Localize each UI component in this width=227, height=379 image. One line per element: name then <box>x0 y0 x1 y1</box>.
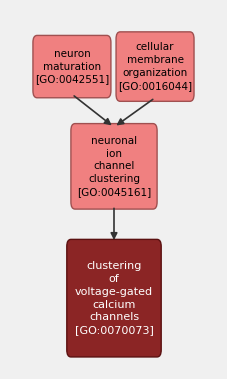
FancyBboxPatch shape <box>116 32 193 101</box>
Text: neuronal
ion
channel
clustering
[GO:0045161]: neuronal ion channel clustering [GO:0045… <box>76 136 151 197</box>
FancyBboxPatch shape <box>67 240 160 357</box>
Text: cellular
membrane
organization
[GO:0016044]: cellular membrane organization [GO:00160… <box>117 42 191 91</box>
Text: clustering
of
voltage-gated
calcium
channels
[GO:0070073]: clustering of voltage-gated calcium chan… <box>74 261 153 335</box>
FancyBboxPatch shape <box>33 35 110 98</box>
FancyBboxPatch shape <box>71 124 156 209</box>
Text: neuron
maturation
[GO:0042551]: neuron maturation [GO:0042551] <box>35 49 109 85</box>
